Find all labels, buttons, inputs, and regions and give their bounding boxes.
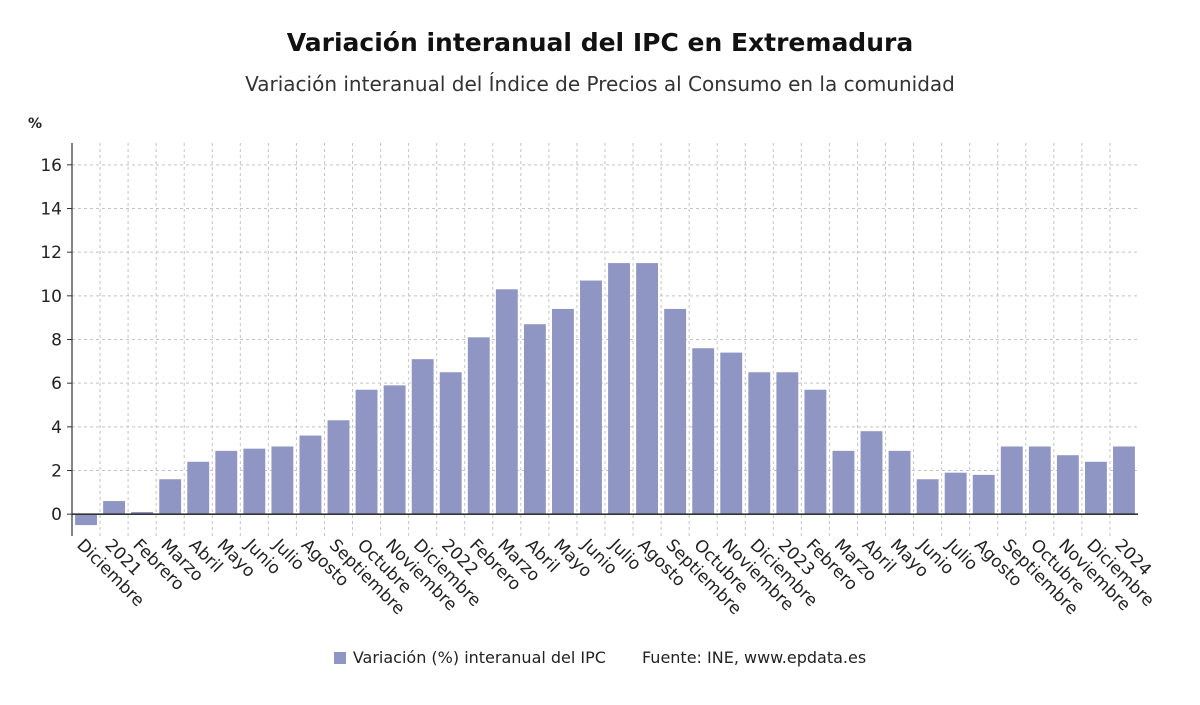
y-tick-label: 8 bbox=[51, 331, 62, 351]
bar bbox=[383, 385, 406, 515]
bar bbox=[804, 389, 827, 515]
bar bbox=[131, 511, 154, 515]
bar bbox=[159, 479, 182, 515]
bar bbox=[720, 352, 743, 515]
grid bbox=[72, 143, 1138, 536]
bar bbox=[664, 308, 687, 515]
x-tick-labels: Diciembre2021FebreroMarzoAbrilMayoJunioJ… bbox=[72, 535, 1157, 619]
bar bbox=[523, 324, 546, 515]
bar bbox=[75, 514, 97, 526]
y-tick-label: 4 bbox=[51, 418, 62, 438]
y-tick-label: 2 bbox=[51, 462, 62, 482]
bar bbox=[355, 389, 378, 515]
bar bbox=[944, 472, 967, 515]
bar bbox=[636, 263, 659, 515]
bar bbox=[1028, 446, 1051, 515]
source-label: Fuente: INE, www.epdata.es bbox=[641, 648, 867, 667]
bar bbox=[187, 461, 210, 515]
bar bbox=[1084, 461, 1107, 515]
y-tick-labels: 0 2 4 6 8 10 12 14 16 bbox=[40, 156, 62, 525]
y-axis-unit-label: % bbox=[28, 116, 42, 132]
axes bbox=[67, 143, 1138, 536]
y-tick-label: 12 bbox=[40, 243, 62, 263]
bar bbox=[748, 372, 771, 515]
y-tick-label: 16 bbox=[40, 156, 62, 176]
y-tick-label: 14 bbox=[40, 200, 62, 220]
chart-subtitle: Variación interanual del Índice de Preci… bbox=[245, 72, 955, 96]
bar bbox=[580, 280, 602, 515]
y-tick-label: 6 bbox=[51, 374, 62, 394]
legend: Variación (%) interanual del IPC Fuente: … bbox=[0, 648, 1200, 667]
bar bbox=[243, 448, 266, 515]
bar bbox=[916, 479, 939, 515]
y-tick-label: 0 bbox=[51, 505, 62, 525]
bar bbox=[608, 263, 630, 515]
bar bbox=[972, 474, 995, 515]
bar bbox=[299, 435, 322, 515]
bar bbox=[411, 359, 434, 515]
bar bbox=[860, 431, 883, 515]
bar bbox=[271, 446, 294, 515]
bar bbox=[1113, 446, 1135, 515]
bar bbox=[551, 308, 574, 515]
bars bbox=[75, 263, 1135, 526]
bar bbox=[692, 348, 715, 515]
bar bbox=[888, 450, 911, 515]
legend-series-label: Variación (%) interanual del IPC bbox=[352, 648, 606, 667]
legend-swatch bbox=[333, 652, 346, 664]
bar bbox=[327, 420, 350, 515]
bar bbox=[215, 450, 238, 515]
bar bbox=[103, 501, 126, 515]
bar bbox=[1056, 455, 1079, 515]
bar bbox=[1000, 446, 1023, 515]
bar bbox=[776, 372, 799, 515]
bar bbox=[467, 337, 490, 515]
chart-title: Variación interanual del IPC en Extremad… bbox=[286, 28, 914, 57]
bar bbox=[439, 372, 462, 515]
bar bbox=[832, 450, 855, 515]
bar bbox=[495, 289, 518, 515]
y-tick-label: 10 bbox=[40, 287, 62, 307]
